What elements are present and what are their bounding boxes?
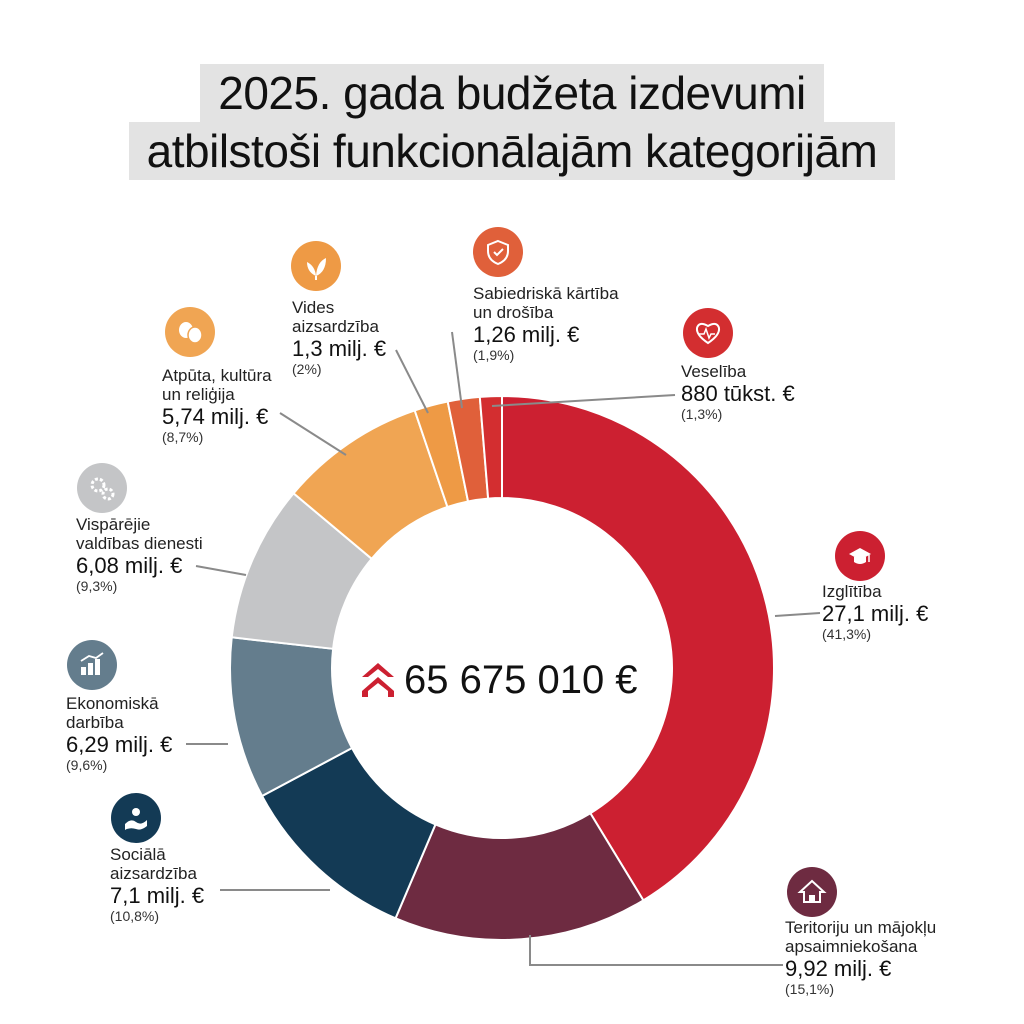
slice-name: Vides aizsardzība [292,298,379,336]
slice-percent: (1,3%) [681,406,723,422]
slice-value: 5,74 milj. € [162,404,269,429]
shield-icon [473,227,523,277]
slice-name: Vispārējie valdības dienesti [76,515,203,553]
slice-name: Sociālā aizsardzība [110,845,197,883]
slice-name: Izglītība [822,582,882,601]
slice-label-7: Sabiedriskā kārtība un drošība 1,26 milj.… [473,284,619,364]
graduation-cap-icon [835,531,885,581]
house-icon [787,867,837,917]
slice-label-3: Ekonomiskā darbība 6,29 milj. € (9,6%) [66,694,172,774]
slice-percent: (1,9%) [473,347,515,363]
leader-line-1 [529,935,783,966]
slice-name: Teritoriju un mājokļu apsaimniekošana [785,918,937,956]
growth-chart-icon [67,640,117,690]
slice-name: Atpūta, kultūra un reliģija [162,366,272,404]
heart-icon [683,308,733,358]
leader-line-4 [195,565,247,576]
slice-name: Veselība [681,362,747,381]
slice-label-2: Sociālā aizsardzība 7,1 milj. € (10,8%) [110,845,204,925]
slice-label-0: Izglītība 27,1 milj. € (41,3%) [822,582,928,643]
chart-title: 2025. gada budžeta izdevumi atbilstoši f… [0,64,1024,180]
slice-label-4: Vispārējie valdības dienesti 6,08 milj. €… [76,515,203,595]
slice-value: 7,1 milj. € [110,883,205,908]
logo-chevrons-icon [362,663,394,697]
slice-value: 1,26 milj. € [473,322,580,347]
slice-percent: (9,6%) [66,757,108,773]
slice-name: Ekonomiskā darbība [66,694,159,732]
slice-value: 6,29 milj. € [66,732,173,757]
leader-line-5 [279,412,347,456]
leader-line-0 [774,612,821,617]
theater-masks-icon [165,307,215,357]
slice-value: 880 tūkst. € [681,381,795,406]
leader-line-6 [395,349,429,414]
slice-percent: (41,3%) [822,626,872,642]
slice-8 [478,394,503,500]
slice-percent: (10,8%) [110,908,160,924]
slice-percent: (15,1%) [785,981,835,997]
slice-name: Sabiedriskā kārtība un drošība [473,284,619,322]
slice-label-5: Atpūta, kultūra un reliģija 5,74 milj. €(… [162,366,272,446]
slice-label-6: Vides aizsardzība 1,3 milj. € (2%) [292,298,386,378]
slice-value: 1,3 milj. € [292,336,387,361]
title-line-2: atbilstoši funkcionālajām kategorijām [128,122,896,180]
leader-line-8 [491,394,676,407]
slice-label-1: Teritoriju un mājokļu apsaimniekošana 9,9… [785,918,936,998]
slice-value: 6,08 milj. € [76,553,183,578]
total-value: 65 675 010 € [404,658,638,702]
slice-percent: (8,7%) [162,429,204,445]
slice-value: 9,92 milj. € [785,956,892,981]
gears-icon [77,463,127,513]
slice-percent: (2%) [292,361,322,377]
total-amount: 65 675 010 € [362,656,638,704]
slice-percent: (9,3%) [76,578,118,594]
slice-value: 27,1 milj. € [822,601,929,626]
slice-0 [501,394,775,902]
leaf-icon [291,241,341,291]
title-line-1: 2025. gada budžeta izdevumi [200,64,824,122]
leader-line-7 [451,331,463,409]
slice-label-8: Veselība 880 tūkst. € (1,3%) [681,362,795,423]
hand-care-icon [111,793,161,843]
